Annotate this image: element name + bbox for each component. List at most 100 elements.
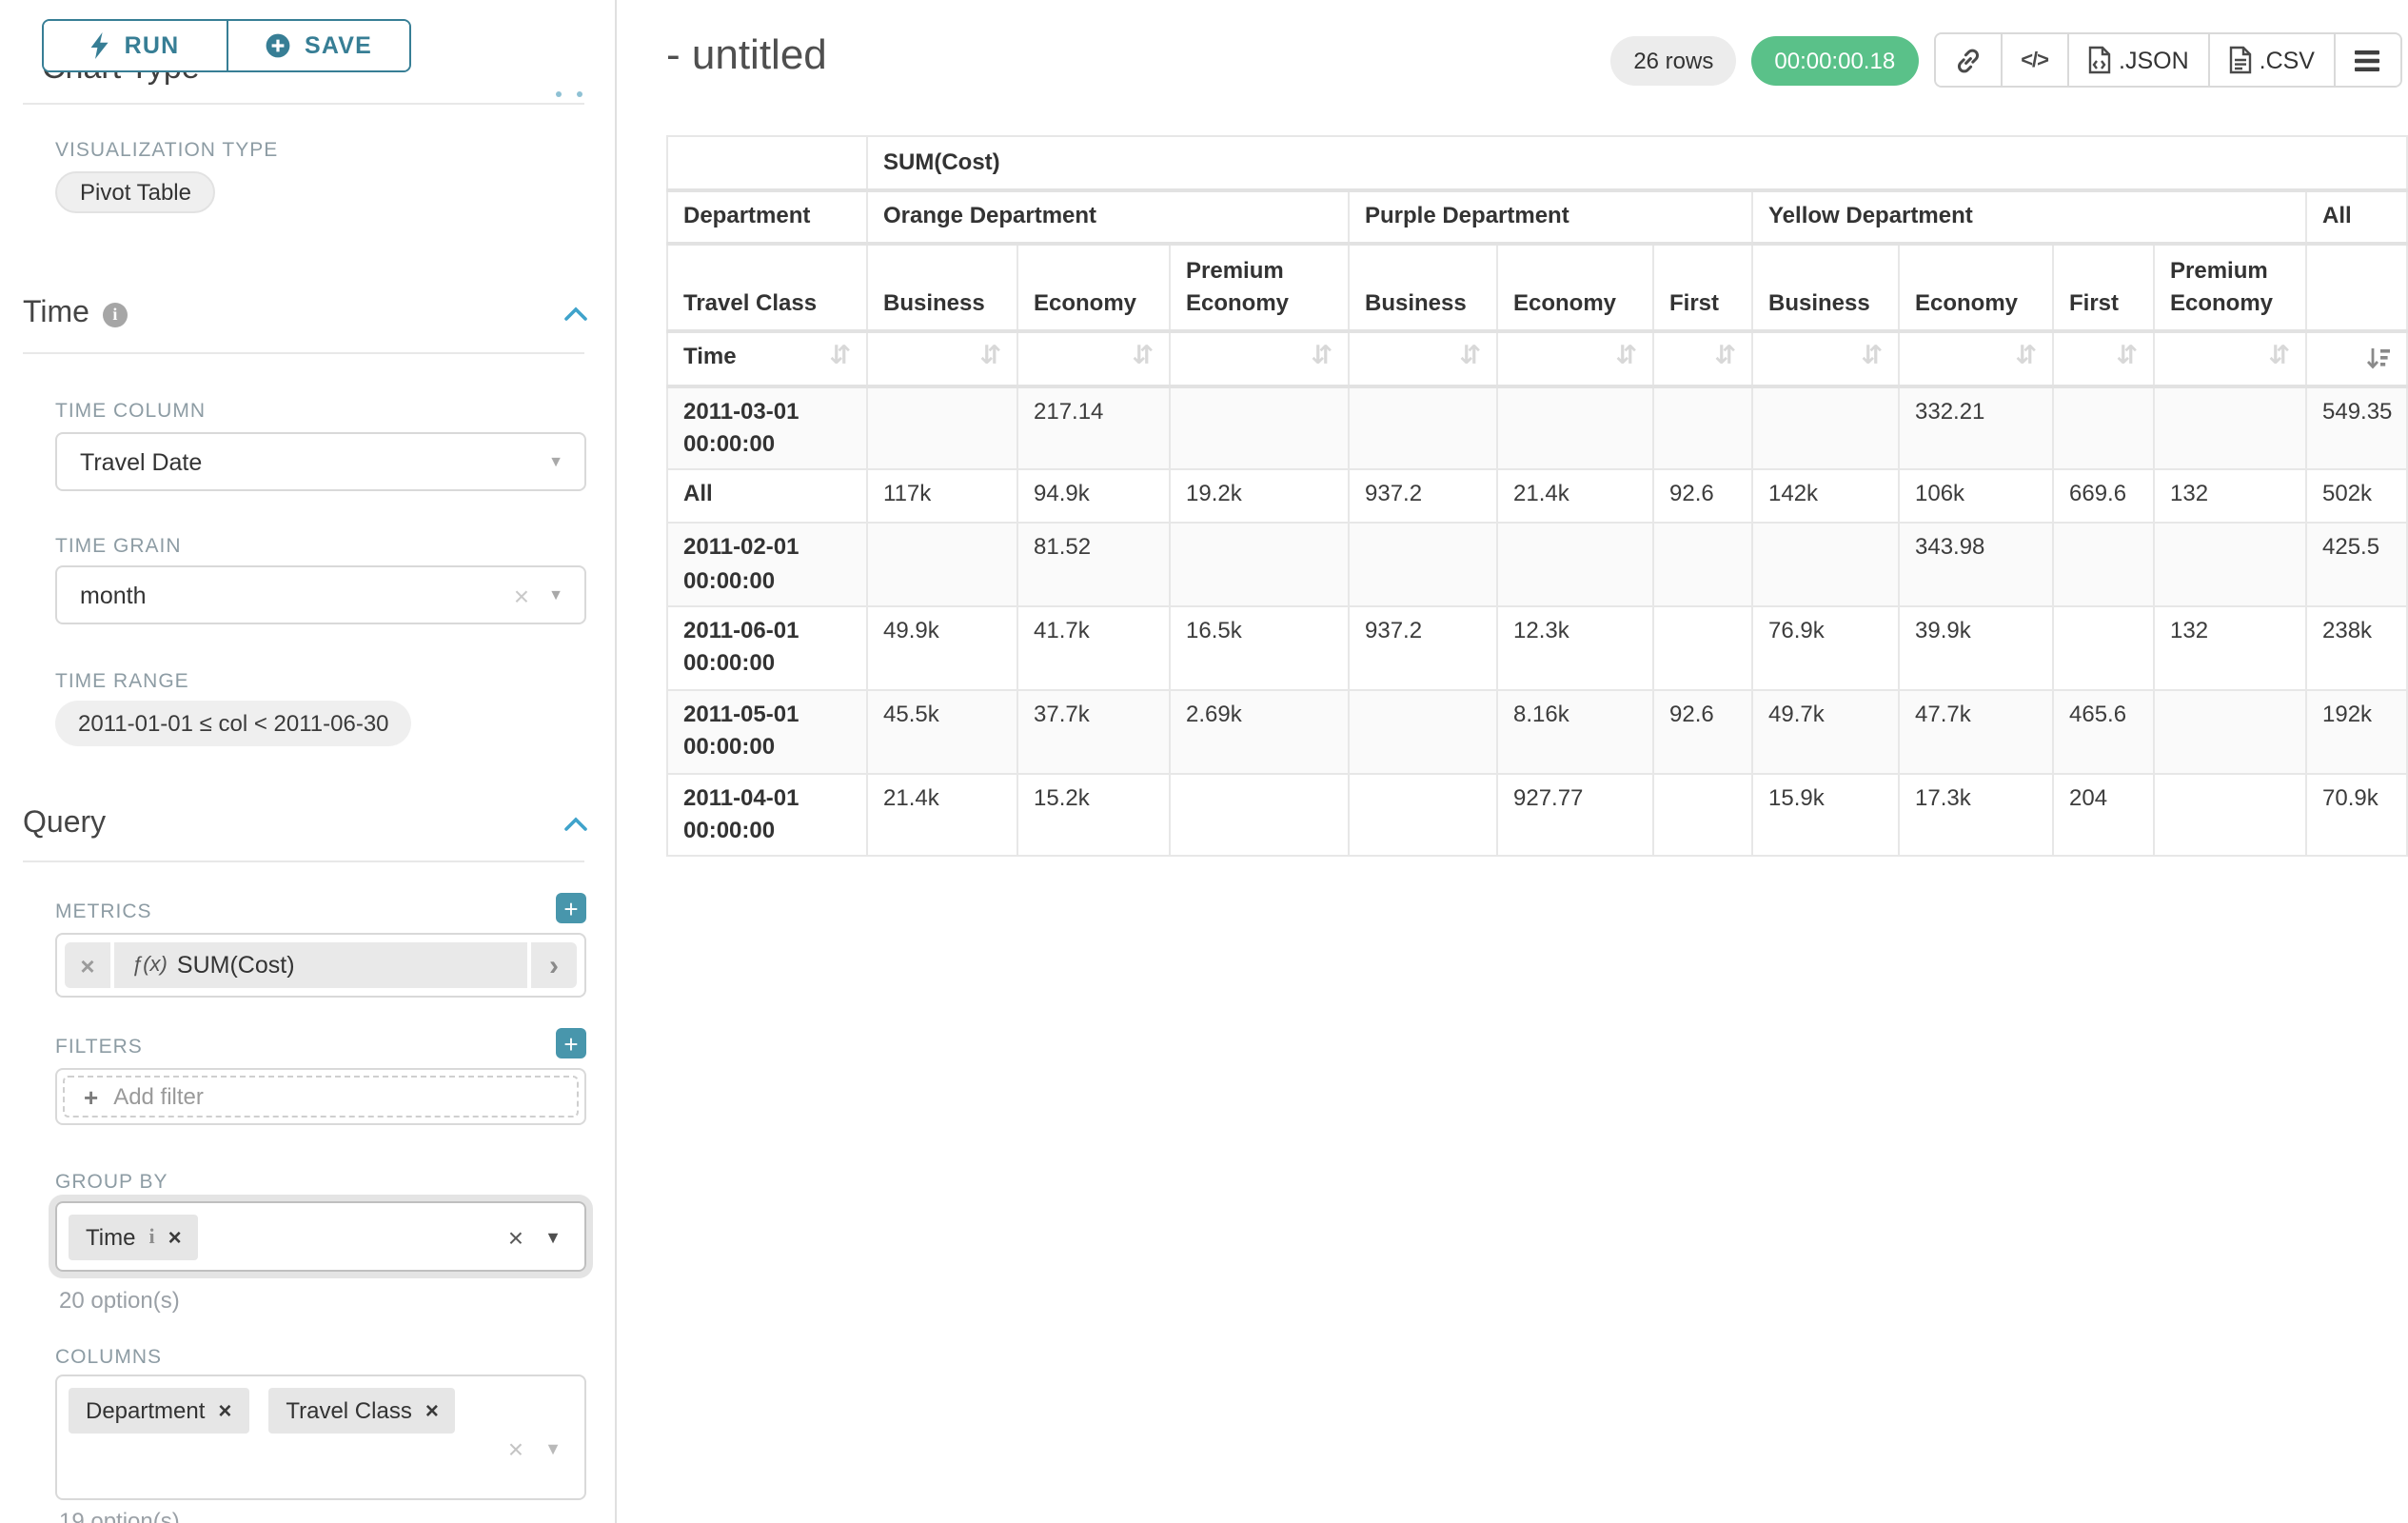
sort-icon[interactable]: ⇵ (1861, 341, 1883, 372)
clear-icon[interactable]: × (513, 580, 530, 610)
sort-icon[interactable]: ⇵ (979, 341, 1001, 372)
time-column-select[interactable]: Travel Date ▼ (55, 432, 586, 491)
remove-tag-icon[interactable]: × (168, 1223, 182, 1250)
cell: 204 (2052, 772, 2155, 858)
metric-header-cell: SUM(Cost) (865, 135, 2408, 191)
cell: 465.6 (2052, 688, 2155, 775)
clipped-icon-dot (577, 91, 582, 97)
cell: 15.9k (1751, 772, 1900, 858)
cell: 132 (2153, 468, 2307, 524)
time-column-label: TIME COLUMN (55, 400, 206, 423)
clear-icon[interactable]: × (507, 1221, 524, 1252)
cell: 343.98 (1898, 522, 2054, 608)
metric-pill[interactable]: × ƒ(x) SUM(Cost) › (65, 942, 577, 988)
remove-tag-icon[interactable]: × (218, 1397, 232, 1424)
sort-header-cell-active (2304, 329, 2408, 387)
cell (866, 384, 1018, 471)
columns-options-hint: 19 option(s) (59, 1508, 180, 1523)
cell (1348, 522, 1498, 608)
columns-select[interactable]: Department × Travel Class × × ▼ (55, 1375, 586, 1500)
cell: 92.6 (1652, 468, 1753, 524)
add-filter-plus-button[interactable]: + (556, 1028, 586, 1058)
department-dim-label: Department (666, 188, 868, 245)
sort-header-cell: ⇵ (1751, 329, 1900, 387)
cell (1169, 384, 1350, 471)
caret-down-icon[interactable]: ▼ (544, 1227, 562, 1246)
copy-link-button[interactable] (1935, 34, 2001, 86)
chart-title[interactable]: - untitled (666, 30, 827, 78)
col-group-yellow: Yellow Department (1751, 188, 2307, 245)
caret-down-icon[interactable]: ▼ (544, 1439, 562, 1458)
divider (23, 860, 584, 862)
cell (1348, 688, 1498, 775)
cell: 192k (2304, 688, 2408, 775)
cell: 927.77 (1496, 772, 1654, 858)
col-header: Business (1751, 242, 1900, 332)
plus-circle-icon (265, 32, 291, 59)
add-filter-button[interactable]: + Add filter (63, 1076, 579, 1118)
sort-icon[interactable]: ⇵ (2268, 341, 2290, 372)
row-header: 2011-06-01 00:00:00 (666, 605, 868, 691)
sort-header-cell: ⇵ (1348, 329, 1498, 387)
time-grain-select[interactable]: month × ▼ (55, 565, 586, 624)
groupby-label: GROUP BY (55, 1171, 168, 1194)
table-row: 2011-05-01 00:00:00 45.5k 37.7k 2.69k 8.… (666, 688, 2408, 775)
col-header: Economy (1898, 242, 2054, 332)
viz-type-label: VISUALIZATION TYPE (55, 139, 279, 162)
cell: 16.5k (1169, 605, 1350, 691)
expand-metric-icon[interactable]: › (527, 942, 577, 988)
sort-icon[interactable]: ⇵ (1459, 341, 1481, 372)
query-status-toolbar: 26 rows 00:00:00.18 </> .JSON (1610, 32, 2402, 88)
viz-type-pill[interactable]: Pivot Table (55, 171, 216, 213)
clear-icon[interactable]: × (507, 1434, 524, 1464)
cell (1751, 384, 1900, 471)
cell (2153, 772, 2307, 858)
row-header: 2011-05-01 00:00:00 (666, 688, 868, 775)
columns-tag-department[interactable]: Department × (69, 1388, 249, 1434)
sort-icon[interactable]: ⇵ (829, 341, 851, 372)
groupby-tag-time[interactable]: Time i × (69, 1214, 199, 1259)
remove-tag-icon[interactable]: × (424, 1397, 439, 1424)
sort-icon[interactable]: ⇵ (1615, 341, 1637, 372)
cell: 76.9k (1751, 605, 1900, 691)
run-button[interactable]: RUN (44, 21, 227, 70)
save-button[interactable]: SAVE (227, 21, 409, 70)
export-csv-button[interactable]: .CSV (2207, 34, 2334, 86)
sort-descending-icon[interactable] (2366, 346, 2391, 370)
caret-down-icon[interactable]: ▼ (548, 452, 563, 469)
groupby-select[interactable]: Time i × × ▼ (55, 1201, 586, 1272)
cell: 238k (2304, 605, 2408, 691)
cell: 94.9k (1016, 468, 1171, 524)
chevron-up-icon[interactable] (563, 817, 588, 832)
tag-label: Time (86, 1223, 136, 1250)
sort-icon[interactable]: ⇵ (2015, 341, 2037, 372)
sort-icon[interactable]: ⇵ (1311, 341, 1332, 372)
save-button-label: SAVE (304, 32, 372, 59)
sort-header-cell: ⇵ (866, 329, 1018, 387)
col-group-all: All (2304, 188, 2408, 245)
caret-down-icon[interactable]: ▼ (548, 585, 563, 603)
time-dim-header: Time ⇵ (666, 329, 868, 387)
export-json-button[interactable]: .JSON (2067, 34, 2208, 86)
sort-header-cell: ⇵ (1496, 329, 1654, 387)
table-row: 2011-03-01 00:00:00 217.14 332.21 549.35 (666, 384, 2408, 471)
cell: 142k (1751, 468, 1900, 524)
clipped-icon-dot (556, 91, 562, 97)
cell: 37.7k (1016, 688, 1171, 775)
add-metric-button[interactable]: + (556, 893, 586, 923)
sort-icon[interactable]: ⇵ (2116, 341, 2138, 372)
csv-file-icon (2229, 46, 2252, 74)
columns-tag-travel-class[interactable]: Travel Class × (268, 1388, 456, 1434)
embed-code-button[interactable]: </> (2000, 34, 2067, 86)
divider (23, 352, 584, 354)
row-header: 2011-04-01 00:00:00 (666, 772, 868, 858)
sort-icon[interactable]: ⇵ (1714, 341, 1736, 372)
control-panel: Chart Type RUN SAVE VISUALIZATION TYPE P… (0, 0, 617, 1523)
sort-icon[interactable]: ⇵ (1132, 341, 1154, 372)
remove-metric-icon[interactable]: × (65, 942, 114, 988)
chevron-up-icon[interactable] (563, 307, 588, 322)
cell: 49.9k (866, 605, 1018, 691)
col-header: First (1652, 242, 1753, 332)
time-range-pill[interactable]: 2011-01-01 ≤ col < 2011-06-30 (55, 701, 412, 746)
menu-button[interactable] (2334, 34, 2400, 86)
